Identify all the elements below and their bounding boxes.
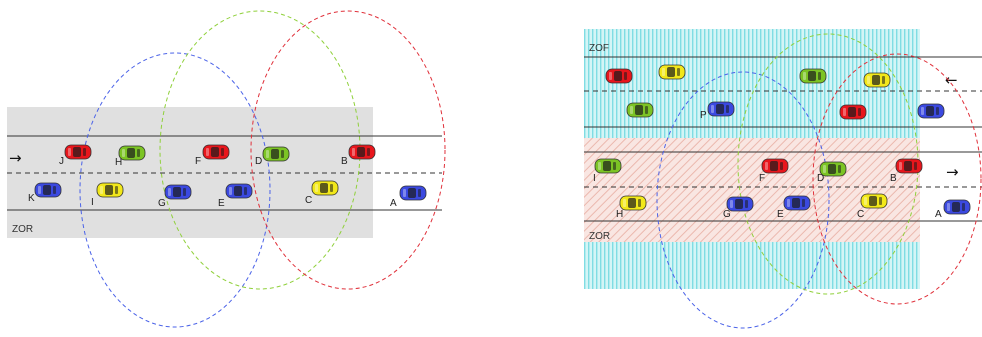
- direction-arrow: →: [9, 149, 22, 167]
- range-right-blue: [656, 71, 830, 329]
- vehicles: J H F D B K I G E C A: [28, 144, 427, 209]
- vehicle-k: [34, 182, 62, 198]
- vehicle-label-h: H: [115, 157, 122, 168]
- vehicle-right-1: [658, 64, 686, 80]
- vehicle-right-0: [605, 68, 633, 84]
- vehicle-right-b: [895, 158, 923, 174]
- vehicle-g: [164, 184, 192, 200]
- vehicle-j: [64, 144, 92, 160]
- vehicle-right-i: [594, 158, 622, 174]
- vehicle-label-e: E: [218, 198, 225, 209]
- vehicle-label-e: E: [777, 209, 784, 220]
- direction-arrow-right: →: [946, 163, 959, 181]
- vehicle-right-a: [943, 199, 971, 215]
- vehicle-right-2: [799, 68, 827, 84]
- vehicle-right-d: [819, 161, 847, 177]
- right-panel: ZOF ZOR ← → P I F D B H G E C A: [584, 29, 982, 329]
- vehicle-label-p: P: [700, 110, 707, 121]
- vehicle-label-b: B: [341, 156, 348, 167]
- vehicle-label-f: F: [759, 173, 765, 184]
- vehicle-e: [225, 183, 253, 199]
- zor-label-right: ZOR: [589, 231, 610, 242]
- vehicle-right-4: [626, 102, 654, 118]
- zof-label: ZOF: [589, 43, 609, 54]
- vehicle-h: [118, 145, 146, 161]
- vehicle-right-3: [863, 72, 891, 88]
- vehicle-right-f: [761, 158, 789, 174]
- vehicle-right-g: [726, 196, 754, 212]
- vehicle-label-k: K: [28, 193, 35, 204]
- vehicle-label-h: H: [616, 209, 623, 220]
- vehicle-label-i: I: [91, 197, 94, 208]
- vehicle-label-a: A: [390, 198, 397, 209]
- vehicle-label-c: C: [305, 195, 312, 206]
- vehicle-label-b: B: [890, 173, 897, 184]
- vehicle-label-d: D: [817, 173, 824, 184]
- vehicle-right-e: [783, 195, 811, 211]
- vehicle-right-6: [839, 104, 867, 120]
- vehicles-right: P I F D B H G E C A: [593, 64, 971, 220]
- vehicle-right-c: [860, 193, 888, 209]
- vehicle-right-p: [707, 101, 735, 117]
- vehicle-right-h: [619, 195, 647, 211]
- vehicle-i: [96, 182, 124, 198]
- vehicle-label-d: D: [255, 156, 262, 167]
- vehicle-right-7: [917, 103, 945, 119]
- zor-label: ZOR: [12, 224, 33, 235]
- vehicle-f: [202, 144, 230, 160]
- vehicle-b: [348, 144, 376, 160]
- direction-arrow-left: ←: [945, 71, 958, 89]
- vehicle-label-i: I: [593, 173, 596, 184]
- vehicle-d: [262, 146, 290, 162]
- vehicle-label-j: J: [59, 156, 64, 167]
- vehicle-label-a: A: [935, 209, 942, 220]
- vehicle-label-g: G: [723, 209, 731, 220]
- range-blue: [79, 52, 271, 328]
- range-red: [250, 10, 446, 290]
- vehicle-label-g: G: [158, 198, 166, 209]
- zor-zone-right: [584, 138, 920, 242]
- vehicle-label-f: F: [195, 156, 201, 167]
- left-panel: → ZOR J H F D B K I G E C A: [7, 10, 446, 328]
- range-right-red: [812, 53, 982, 305]
- vehicle-a: [399, 185, 427, 201]
- vehicle-c: [311, 180, 339, 196]
- vehicle-label-c: C: [857, 209, 864, 220]
